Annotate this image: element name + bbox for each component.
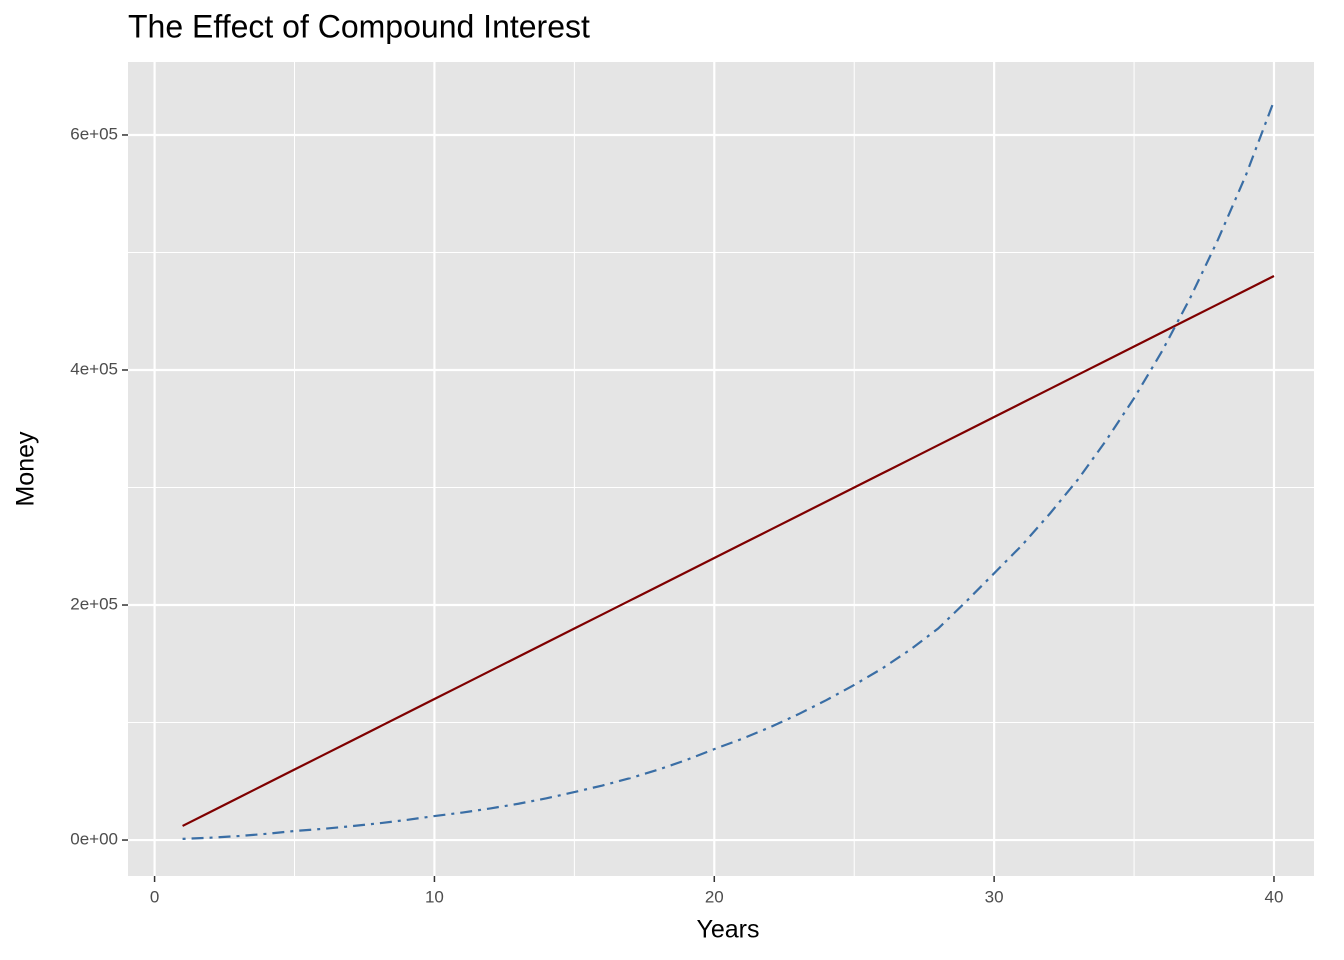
series-line [182,275,1275,827]
x-tick-label: 20 [705,887,724,906]
x-tick-label: 10 [425,887,444,906]
y-tick-label: 0e+00 [70,830,118,849]
y-tick-label: 4e+05 [70,359,118,378]
y-axis-label: Money [12,431,40,507]
x-tick-label: 0 [150,887,159,906]
plot-panel [128,62,1314,876]
x-tick-label: 40 [1265,887,1284,906]
y-tick-label: 6e+05 [70,124,118,143]
chart-title: The Effect of Compound Interest [128,8,590,44]
x-axis-label: Years [696,916,759,944]
series-line [182,100,1276,840]
x-tick-label: 30 [985,887,1004,906]
y-tick-label: 2e+05 [70,595,118,614]
